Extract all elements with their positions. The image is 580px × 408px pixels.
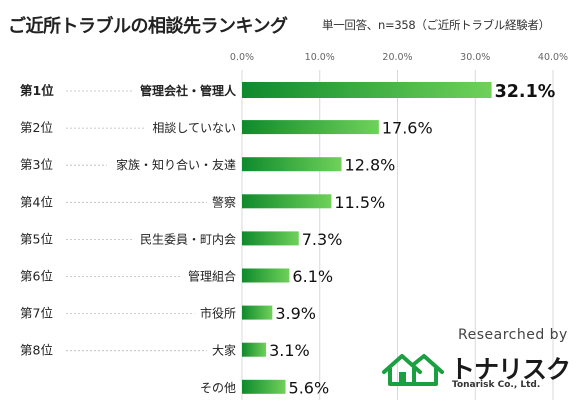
brand-name: トナリスク <box>450 355 571 384</box>
bar <box>242 120 379 135</box>
value-label: 17.6% <box>382 119 433 138</box>
rank-label: 第1位 <box>20 83 54 98</box>
value-label: 7.3% <box>302 230 343 249</box>
bar <box>242 157 342 172</box>
value-label: 5.6% <box>289 378 330 397</box>
category-label: 管理会社・管理人 <box>140 83 237 98</box>
chart-subtitle: 単一回答、n=358（ご近所トラブル経験者） <box>322 18 550 32</box>
category-label: 相談していない <box>152 120 236 135</box>
bars <box>242 82 492 394</box>
rank-label: 第5位 <box>20 231 53 246</box>
x-tick-label: 30.0% <box>460 52 490 63</box>
value-label: 11.5% <box>334 193 385 212</box>
category-label: 市役所 <box>200 306 236 321</box>
category-label: 家族・知り合い・友達 <box>116 157 236 172</box>
category-labels: 第1位 管理会社・管理人 32.1% 第2位 相談していない 17.6% 第3位 家族・知り合… <box>20 82 555 397</box>
x-tick-label: 20.0% <box>382 52 412 63</box>
rank-label: 第3位 <box>20 157 53 172</box>
category-label: 大家 <box>212 343 236 358</box>
value-label: 12.8% <box>345 156 396 175</box>
brand-logo: トナリスク Tonarisk Co., Ltd. <box>380 348 576 400</box>
bar <box>242 268 290 283</box>
bar <box>242 231 299 246</box>
house-icon <box>382 354 444 386</box>
category-label: 警察 <box>212 194 236 209</box>
category-label: 管理組合 <box>188 269 236 284</box>
bar <box>242 82 492 98</box>
bar <box>242 379 286 394</box>
bar <box>242 342 267 357</box>
x-tick-label: 10.0% <box>305 52 335 63</box>
x-tick-label: 40.0% <box>538 52 568 63</box>
category-label: その他 <box>200 381 236 395</box>
rank-label: 第7位 <box>20 306 53 321</box>
rank-label: 第4位 <box>20 194 53 209</box>
x-tick-label: 0.0% <box>230 52 254 63</box>
rank-label: 第2位 <box>20 120 53 135</box>
rank-label: 第6位 <box>20 269 53 284</box>
category-label: 民生委員・町内会 <box>140 232 236 246</box>
rank-label: 第8位 <box>20 343 53 358</box>
bar <box>242 194 332 209</box>
brand-sub: Tonarisk Co., Ltd. <box>452 380 541 390</box>
x-axis-ticks: 0.0% 10.0% 20.0% 30.0% 40.0% <box>230 52 568 63</box>
researched-by-label: Researched by <box>458 327 568 343</box>
value-label: 6.1% <box>292 267 333 286</box>
value-label: 3.1% <box>269 341 310 360</box>
bar <box>242 305 273 320</box>
value-label: 32.1% <box>495 82 556 102</box>
value-label: 3.9% <box>275 304 316 323</box>
chart-title: ご近所トラブルの相談先ランキング <box>8 16 288 37</box>
